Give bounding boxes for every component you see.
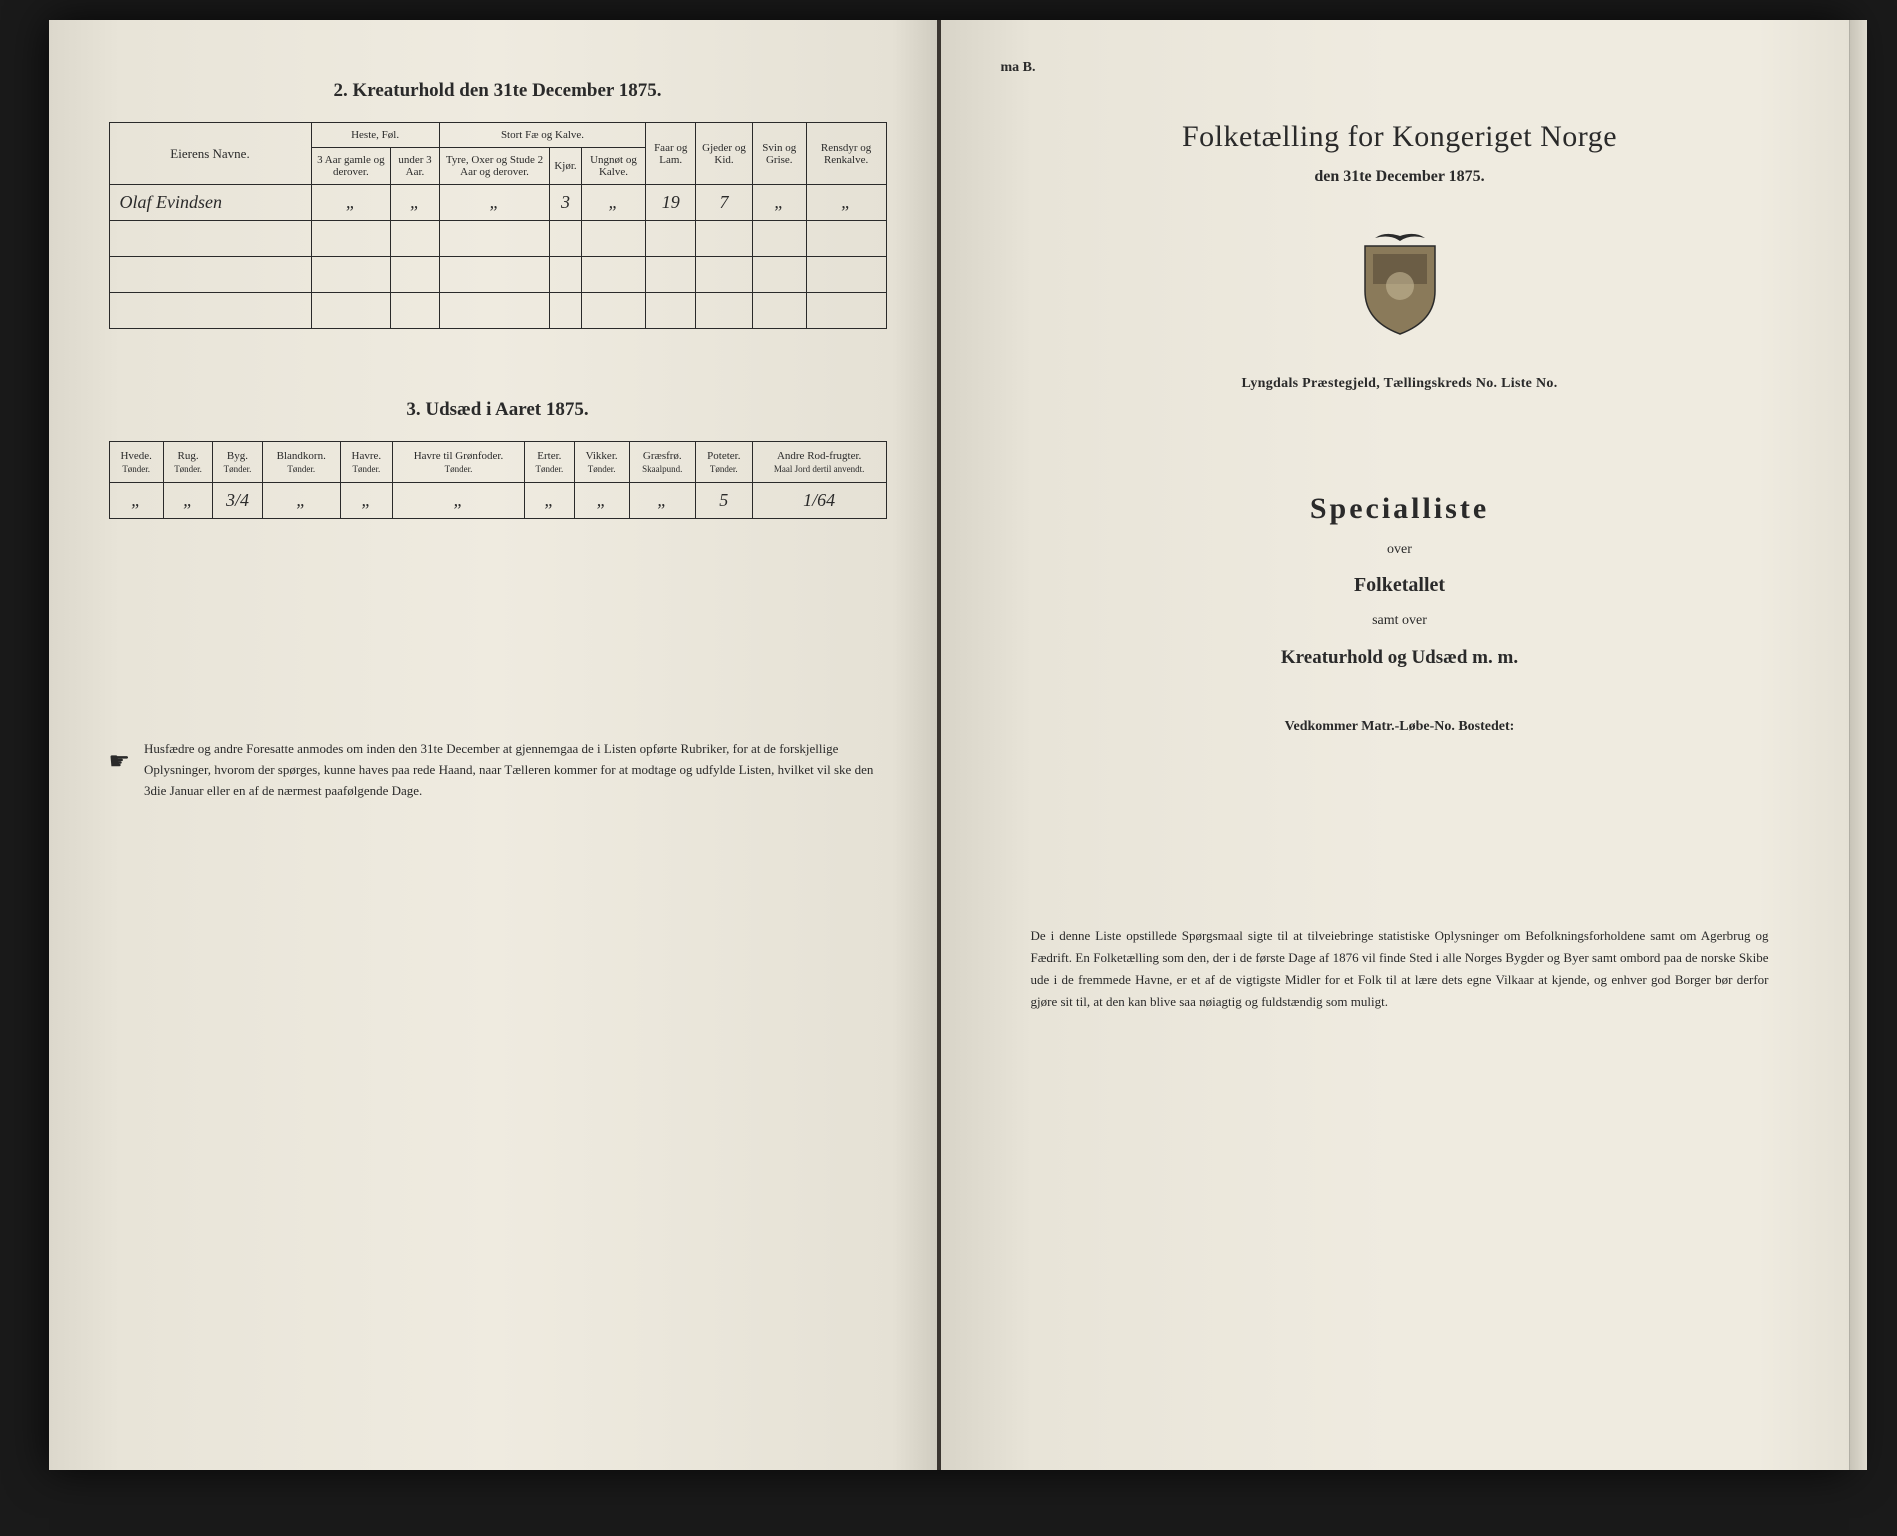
col-svin: Svin og Grise. bbox=[752, 123, 806, 185]
coat-of-arms-icon bbox=[1355, 226, 1445, 336]
kreatur-line: Kreaturhold og Udsæd m. m. bbox=[1011, 647, 1789, 669]
table-row bbox=[109, 293, 886, 329]
udsaed-table: Hvede.Tønder. Rug.Tønder. Byg.Tønder. Bl… bbox=[109, 441, 887, 519]
table-row bbox=[109, 257, 886, 293]
table-row bbox=[109, 221, 886, 257]
subtitle: den 31te December 1875. bbox=[1011, 168, 1789, 186]
samt-over-label: samt over bbox=[1011, 613, 1789, 629]
col-heste: Heste, Føl. bbox=[311, 123, 439, 148]
cell: „ bbox=[629, 483, 695, 519]
col: Rug.Tønder. bbox=[163, 442, 212, 483]
sub-h1: 3 Aar gamle og derover. bbox=[311, 148, 391, 185]
right-header: Folketælling for Kongeriget Norge den 31… bbox=[1011, 120, 1789, 392]
col-rensdyr: Rensdyr og Renkalve. bbox=[806, 123, 886, 185]
col: Hvede.Tønder. bbox=[109, 442, 163, 483]
specialliste-title: Specialliste bbox=[1011, 492, 1789, 526]
cell: „ bbox=[340, 483, 392, 519]
col-stort: Stort Fæ og Kalve. bbox=[439, 123, 646, 148]
section-2-title: 2. Kreaturhold den 31te December 1875. bbox=[109, 80, 887, 102]
cell: „ bbox=[439, 185, 550, 221]
col: Havre.Tønder. bbox=[340, 442, 392, 483]
cell: „ bbox=[752, 185, 806, 221]
pointer-icon: ☛ bbox=[109, 743, 131, 801]
cell: „ bbox=[391, 185, 439, 221]
section-3-title: 3. Udsæd i Aaret 1875. bbox=[109, 399, 887, 421]
cell: „ bbox=[262, 483, 340, 519]
main-title: Folketælling for Kongeriget Norge bbox=[1011, 120, 1789, 154]
cell: „ bbox=[574, 483, 629, 519]
cell: 1/64 bbox=[752, 483, 886, 519]
col-gjeder: Gjeder og Kid. bbox=[696, 123, 753, 185]
table-row: „ „ 3/4 „ „ „ „ „ „ 5 1/64 bbox=[109, 483, 886, 519]
cell: „ bbox=[525, 483, 574, 519]
kreaturhold-table: Eierens Navne. Heste, Føl. Stort Fæ og K… bbox=[109, 122, 887, 329]
cell: 3/4 bbox=[213, 483, 262, 519]
cell: „ bbox=[806, 185, 886, 221]
schema-label: ma B. bbox=[1001, 60, 1036, 76]
book-spread: 2. Kreaturhold den 31te December 1875. E… bbox=[49, 20, 1849, 1470]
page-edge bbox=[1849, 20, 1867, 1470]
cell: „ bbox=[581, 185, 646, 221]
cell: „ bbox=[163, 483, 212, 519]
cell: 3 bbox=[550, 185, 581, 221]
sub-s1: Tyre, Oxer og Stude 2 Aar og derover. bbox=[439, 148, 550, 185]
cell: 19 bbox=[646, 185, 696, 221]
col: Blandkorn.Tønder. bbox=[262, 442, 340, 483]
col-faar: Faar og Lam. bbox=[646, 123, 696, 185]
sub-s2: Kjør. bbox=[550, 148, 581, 185]
col: Erter.Tønder. bbox=[525, 442, 574, 483]
cell-name: Olaf Evindsen bbox=[109, 185, 311, 221]
location-line: Lyngdals Præstegjeld, Tællingskreds No. … bbox=[1011, 376, 1789, 392]
sub-h2: under 3 Aar. bbox=[391, 148, 439, 185]
col-name: Eierens Navne. bbox=[109, 123, 311, 185]
sub-s3: Ungnøt og Kalve. bbox=[581, 148, 646, 185]
specialliste-block: Specialliste over Folketallet samt over … bbox=[1011, 492, 1789, 735]
cell: „ bbox=[392, 483, 524, 519]
col: Havre til Grønfoder.Tønder. bbox=[392, 442, 524, 483]
left-footnote: ☛ Husfædre og andre Foresatte anmodes om… bbox=[109, 739, 887, 801]
table-row: Olaf Evindsen „ „ „ 3 „ 19 7 „ „ bbox=[109, 185, 886, 221]
right-footnote: De i denne Liste opstillede Spørgsmaal s… bbox=[1011, 925, 1789, 1013]
col: Byg.Tønder. bbox=[213, 442, 262, 483]
table-header-row: Hvede.Tønder. Rug.Tønder. Byg.Tønder. Bl… bbox=[109, 442, 886, 483]
footnote-text: Husfædre og andre Foresatte anmodes om i… bbox=[144, 739, 886, 801]
left-page: 2. Kreaturhold den 31te December 1875. E… bbox=[49, 20, 941, 1470]
folketallet-label: Folketallet bbox=[1011, 574, 1789, 597]
cell: 5 bbox=[695, 483, 752, 519]
col: Andre Rod-frugter.Maal Jord dertil anven… bbox=[752, 442, 886, 483]
col: Vikker.Tønder. bbox=[574, 442, 629, 483]
cell: „ bbox=[311, 185, 391, 221]
right-page: ma B. Folketælling for Kongeriget Norge … bbox=[941, 20, 1849, 1470]
matr-line: Vedkommer Matr.-Løbe-No. Bostedet: bbox=[1011, 719, 1789, 735]
col: Græsfrø.Skaalpund. bbox=[629, 442, 695, 483]
over-label: over bbox=[1011, 542, 1789, 558]
col: Poteter.Tønder. bbox=[695, 442, 752, 483]
cell: 7 bbox=[696, 185, 753, 221]
cell: „ bbox=[109, 483, 163, 519]
